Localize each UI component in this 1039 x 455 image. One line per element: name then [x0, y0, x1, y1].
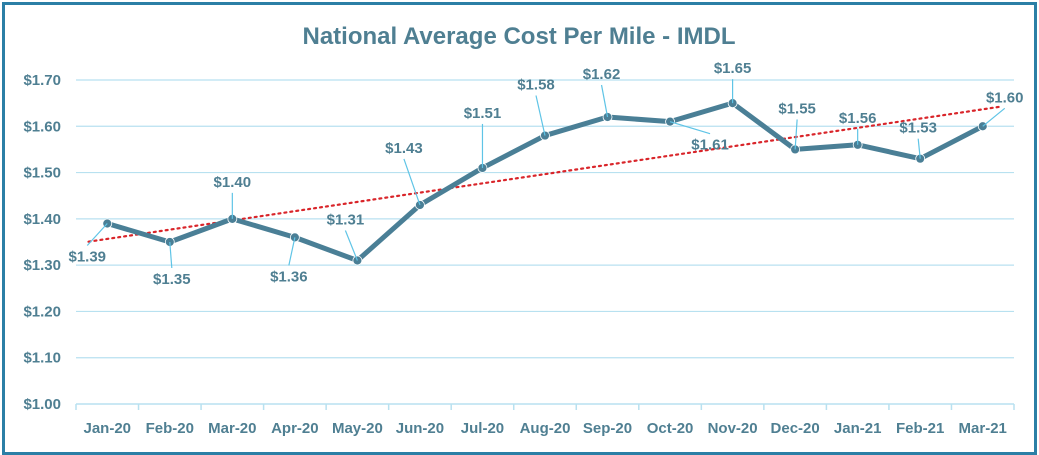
x-tick-label: Jan-20	[84, 420, 132, 437]
leader-line	[917, 138, 921, 159]
data-label: $1.53	[899, 120, 937, 137]
data-label: $1.40	[214, 174, 252, 191]
x-tick-label: Feb-21	[896, 420, 944, 437]
x-tick-label: Dec-20	[771, 420, 820, 437]
leader-line	[600, 84, 609, 118]
gridlines	[76, 79, 1014, 359]
y-tick-label: $1.30	[23, 257, 61, 274]
x-tick-label: Aug-20	[520, 420, 571, 437]
y-tick-label: $1.50	[23, 165, 61, 182]
x-tick-label: Mar-21	[959, 420, 1007, 437]
leader-line	[669, 121, 711, 135]
data-label: $1.36	[270, 268, 308, 285]
leader-line	[982, 107, 1006, 127]
y-tick-label: $1.70	[23, 72, 61, 89]
y-tick-label: $1.10	[23, 350, 61, 367]
x-tick-label: Jan-21	[834, 420, 882, 437]
x-tick-label: Mar-20	[208, 420, 256, 437]
x-tick-label: Nov-20	[708, 420, 758, 437]
leader-line	[86, 223, 108, 246]
data-label: $1.51	[464, 105, 502, 122]
data-label: $1.61	[691, 137, 729, 154]
y-tick-label: $1.20	[23, 303, 61, 320]
leader-line	[169, 241, 173, 269]
data-label: $1.55	[778, 100, 816, 117]
leader-line	[288, 237, 296, 266]
x-tick-label: Feb-20	[146, 420, 194, 437]
data-label: $1.43	[385, 140, 423, 157]
y-tick-label: $1.60	[23, 118, 61, 135]
x-tick-label: Jul-20	[461, 420, 504, 437]
data-label: $1.39	[68, 248, 106, 265]
leader-line	[403, 158, 421, 206]
data-label: $1.62	[583, 66, 621, 83]
trendline-layer	[87, 105, 1003, 243]
trendline	[87, 105, 1003, 243]
data-label: $1.31	[327, 212, 365, 229]
data-labels: $1.39 $1.35 $1.40 $1.36 $1.31 $1.43 $1.51 $1.58…	[68, 60, 1023, 288]
data-label: $1.35	[153, 271, 191, 288]
x-axis: Jan-20 Feb-20 Mar-20 Apr-20 May-20 Jun-20 Jul-…	[75, 403, 1015, 437]
x-tick-label: Jun-20	[396, 420, 444, 437]
x-tick-label: Oct-20	[647, 420, 694, 437]
leader-line	[794, 119, 798, 150]
leader-line	[344, 230, 358, 261]
chart-title: National Average Cost Per Mile - IMDL	[303, 23, 736, 50]
x-tick-label: Apr-20	[271, 420, 319, 437]
data-label: $1.65	[714, 60, 752, 77]
data-label: $1.58	[517, 77, 555, 94]
y-tick-label: $1.00	[23, 396, 61, 413]
data-label: $1.60	[986, 89, 1024, 106]
x-tick-label: May-20	[332, 420, 383, 437]
leader-line	[535, 95, 546, 136]
data-label: $1.56	[839, 110, 877, 127]
x-tick-label: Sep-20	[583, 420, 632, 437]
y-axis: $1.00 $1.10 $1.20 $1.30 $1.40 $1.50 $1.60 $1.70	[23, 72, 61, 413]
y-tick-label: $1.40	[23, 211, 61, 228]
